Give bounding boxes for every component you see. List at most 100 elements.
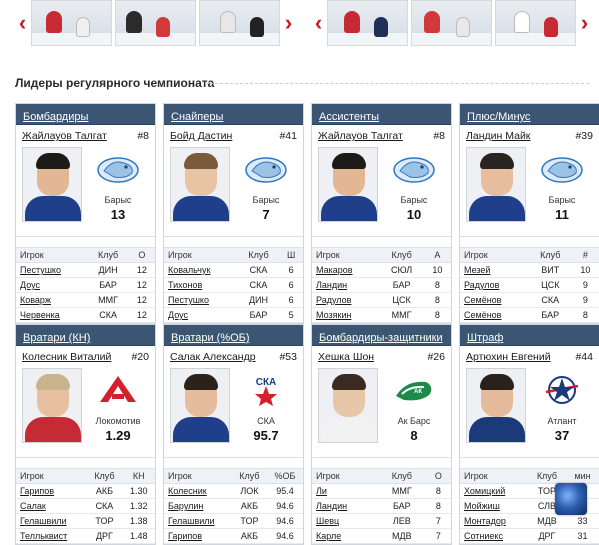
leader-name-link[interactable]: Салак Александр bbox=[170, 351, 256, 363]
category-link[interactable]: Вратари (%ОБ) bbox=[171, 332, 250, 344]
leader-name-link[interactable]: Жайлауов Талгат bbox=[318, 130, 403, 142]
player-link[interactable]: Пестушко bbox=[16, 262, 88, 278]
player-link[interactable]: Карле bbox=[312, 528, 379, 544]
player-photo[interactable] bbox=[170, 368, 230, 443]
player-link[interactable]: Гелашвили bbox=[164, 513, 232, 529]
stat-cell: 31 bbox=[566, 528, 599, 544]
player-link[interactable]: Гарипов bbox=[164, 528, 232, 544]
leader-block: Жайлауов Талгат #8 Барыс 10 bbox=[312, 125, 451, 237]
gallery-thumbnail[interactable] bbox=[411, 0, 492, 46]
leader-name-link[interactable]: Жайлауов Талгат bbox=[22, 130, 107, 142]
player-link[interactable]: Монтадор bbox=[460, 513, 528, 529]
leader-value: 13 bbox=[110, 207, 126, 222]
player-link[interactable]: Сотниекс bbox=[460, 528, 528, 544]
player-photo[interactable] bbox=[466, 368, 526, 443]
player-link[interactable]: Семёнов bbox=[460, 292, 529, 308]
player-link[interactable]: Пестушко bbox=[164, 292, 238, 308]
leader-block: Салак Александр #53 СКА СКА 95.7 bbox=[164, 346, 303, 458]
player-link[interactable]: Ландин bbox=[312, 498, 379, 514]
stat-cell: 8 bbox=[423, 307, 451, 323]
category-link[interactable]: Плюс/Минус bbox=[467, 111, 531, 123]
player-link[interactable]: Тихонов bbox=[164, 277, 238, 293]
column-header: А bbox=[423, 247, 451, 263]
floating-widget-icon[interactable] bbox=[555, 483, 587, 515]
club-cell: БАР bbox=[378, 498, 426, 514]
gallery-thumbnail[interactable] bbox=[327, 0, 408, 46]
player-link[interactable]: Телльквист bbox=[16, 528, 87, 544]
player-link[interactable]: Доус bbox=[164, 307, 238, 323]
category-link[interactable]: Снайперы bbox=[171, 111, 224, 123]
player-link[interactable]: Мойжиш bbox=[460, 498, 528, 514]
stat-cell: 12 bbox=[128, 307, 155, 323]
player-link[interactable]: Колесник bbox=[164, 483, 232, 499]
category-link[interactable]: Бомбардиры-защитники bbox=[319, 332, 443, 344]
player-link[interactable]: Гелашвили bbox=[16, 513, 87, 529]
club-cell: ММГ bbox=[379, 307, 424, 323]
column-header: Игрок bbox=[460, 247, 529, 263]
chevron-right-icon[interactable]: › bbox=[284, 10, 293, 35]
gallery-thumbnail[interactable] bbox=[495, 0, 576, 46]
column-header: Игрок bbox=[312, 247, 380, 263]
gallery-thumbnail[interactable] bbox=[115, 0, 196, 46]
chevron-left-icon[interactable]: ‹ bbox=[18, 10, 27, 35]
column-header: %ОБ bbox=[267, 468, 303, 484]
table-row: Радулов ЦСК 9 bbox=[460, 277, 599, 293]
category-link[interactable]: Бомбардиры bbox=[23, 111, 89, 123]
player-photo[interactable] bbox=[318, 147, 378, 222]
player-link[interactable]: Барулин bbox=[164, 498, 232, 514]
player-link[interactable]: Мезей bbox=[460, 262, 529, 278]
leader-name-link[interactable]: Колесник Виталий bbox=[22, 351, 112, 363]
player-photo[interactable] bbox=[170, 147, 230, 222]
category-link[interactable]: Штраф bbox=[467, 332, 504, 344]
player-link[interactable]: Макаров bbox=[312, 262, 380, 278]
leader-name-link[interactable]: Бойд Дастин bbox=[170, 130, 233, 142]
player-link[interactable]: Ландин bbox=[312, 277, 380, 293]
leader-card: Бомбардиры Жайлауов Талгат #8 Барыс 13 Игрок К… bbox=[15, 103, 156, 324]
player-link[interactable]: Коварж bbox=[16, 292, 88, 308]
table-row: Червенка СКА 12 bbox=[16, 307, 155, 323]
player-link[interactable]: Ли bbox=[312, 483, 379, 499]
player-link[interactable]: Гарипов bbox=[16, 483, 87, 499]
player-link[interactable]: Салак bbox=[16, 498, 87, 514]
leader-value: 95.7 bbox=[253, 428, 279, 443]
player-link[interactable]: Семёнов bbox=[460, 307, 529, 323]
player-link[interactable]: Хомицкий bbox=[460, 483, 528, 499]
leader-name-link[interactable]: Ландин Майк bbox=[466, 130, 531, 142]
player-link[interactable]: Доус bbox=[16, 277, 88, 293]
table-row: Карле МДВ 7 bbox=[312, 528, 451, 544]
barys-logo bbox=[96, 153, 140, 185]
gallery-thumbnail[interactable] bbox=[31, 0, 112, 46]
chevron-left-icon[interactable]: ‹ bbox=[314, 10, 323, 35]
player-photo[interactable] bbox=[22, 368, 82, 443]
player-photo[interactable] bbox=[22, 147, 82, 222]
player-link[interactable]: Ковальчук bbox=[164, 262, 238, 278]
section-title: Лидеры регулярного чемпионата bbox=[15, 76, 215, 90]
player-link[interactable]: Мозякин bbox=[312, 307, 380, 323]
leader-value: 7 bbox=[262, 207, 270, 222]
leader-name-link[interactable]: Артюхин Евгений bbox=[466, 351, 551, 363]
table-row: Семёнов БАР 8 bbox=[460, 307, 599, 323]
player-photo[interactable] bbox=[318, 368, 378, 443]
player-link[interactable]: Радулов bbox=[460, 277, 529, 293]
jersey-number: #44 bbox=[575, 351, 593, 363]
table-row: Ландин БАР 8 bbox=[312, 498, 451, 514]
player-photo[interactable] bbox=[466, 147, 526, 222]
player-link[interactable]: Радулов bbox=[312, 292, 380, 308]
leader-name-link[interactable]: Хешка Шон bbox=[318, 351, 375, 363]
category-link[interactable]: Вратари (КН) bbox=[23, 332, 91, 344]
stat-cell: 95.4 bbox=[267, 483, 303, 499]
stat-cell: 8 bbox=[423, 292, 451, 308]
player-link[interactable]: Червенка bbox=[16, 307, 88, 323]
player-link[interactable]: Шевц bbox=[312, 513, 379, 529]
stats-table: Игрок Клуб О Пестушко ДИН 12 Доус БАР 12 Коварж ММ… bbox=[16, 247, 155, 323]
table-row: Коварж ММГ 12 bbox=[16, 292, 155, 308]
stat-cell: 6 bbox=[279, 262, 303, 278]
category-link[interactable]: Ассистенты bbox=[319, 111, 380, 123]
table-row: Гарипов АКБ 94.6 bbox=[164, 528, 303, 544]
stat-cell: 94.6 bbox=[267, 513, 303, 529]
column-header: Игрок bbox=[312, 468, 379, 484]
chevron-right-icon[interactable]: › bbox=[580, 10, 589, 35]
table-row: Гелашвили ТОР 1.38 bbox=[16, 513, 155, 529]
card-header: Штраф bbox=[460, 325, 599, 346]
gallery-thumbnail[interactable] bbox=[199, 0, 280, 46]
